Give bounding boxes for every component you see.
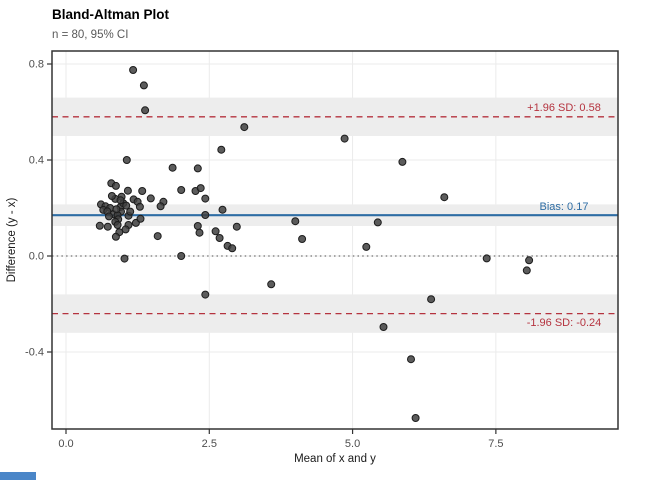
data-point: [126, 207, 135, 216]
data-point: [95, 221, 104, 230]
data-point: [116, 196, 125, 205]
y-axis-title: Difference (y - x): [6, 197, 18, 282]
chart-subtitle: n = 80, 95% CI: [52, 29, 128, 41]
data-point: [218, 205, 227, 214]
data-point: [427, 295, 436, 304]
data-point: [201, 211, 210, 219]
data-point: [291, 217, 300, 226]
data-point: [113, 221, 122, 229]
data-point: [196, 184, 205, 193]
upper-loa-band: [52, 97, 618, 136]
data-point: [217, 145, 226, 154]
data-point: [373, 218, 382, 227]
data-point: [201, 290, 210, 299]
x-axis-title: Mean of x and y: [294, 453, 376, 465]
axis-tick-labels: 0.0 2.5 5.0 7.5 0.8 0.4 0.0 -0.4: [25, 59, 503, 451]
y-tick-label: 0.0: [29, 251, 44, 263]
data-point: [153, 232, 162, 241]
reference-lines: [52, 116, 618, 315]
data-point: [193, 164, 202, 173]
lower-loa-label: -1.96 SD: -0.24: [527, 317, 602, 329]
data-point: [298, 235, 307, 243]
data-point: [228, 244, 237, 253]
data-point: [111, 181, 120, 190]
data-point: [177, 252, 186, 260]
data-point: [215, 234, 224, 242]
data-point: [105, 212, 113, 221]
data-point: [168, 163, 177, 172]
axis-ticks: [47, 63, 497, 434]
x-tick-label: 7.5: [488, 438, 503, 450]
lower-loa-band: [52, 294, 618, 333]
data-point: [138, 187, 147, 195]
data-point: [136, 214, 145, 223]
data-point: [522, 266, 531, 275]
data-point: [120, 254, 129, 263]
y-tick-label: 0.4: [29, 155, 44, 167]
data-point: [232, 222, 241, 231]
data-point: [146, 194, 155, 203]
data-point: [141, 106, 150, 115]
panel-border: [51, 50, 619, 430]
data-point: [211, 227, 220, 236]
data-point: [201, 194, 210, 203]
data-point: [379, 323, 388, 331]
data-point: [156, 202, 165, 211]
scatter-points: [95, 66, 534, 422]
x-tick-label: 5.0: [345, 438, 360, 450]
data-point: [129, 66, 138, 74]
data-point: [107, 192, 116, 200]
upper-loa-label: +1.96 SD: 0.58: [527, 102, 601, 114]
data-point: [112, 205, 121, 214]
data-point: [440, 193, 449, 202]
bias-label: Bias: 0.17: [540, 201, 589, 213]
data-point: [411, 414, 420, 422]
data-point: [111, 232, 120, 241]
data-point: [122, 201, 131, 210]
data-point: [340, 134, 349, 143]
y-tick-label: -0.4: [25, 347, 44, 359]
data-point: [193, 222, 202, 230]
data-point: [195, 228, 204, 237]
x-tick-label: 2.5: [202, 438, 217, 450]
data-point: [177, 186, 186, 194]
data-point: [482, 254, 491, 263]
data-point: [135, 202, 144, 211]
bottom-left-artifact: [0, 472, 36, 480]
data-point: [267, 280, 276, 289]
y-tick-label: 0.8: [29, 59, 44, 71]
data-point: [123, 186, 132, 195]
data-point: [103, 222, 112, 231]
data-point: [398, 157, 407, 166]
confidence-bands: [52, 97, 618, 333]
data-point: [240, 123, 249, 132]
data-point: [407, 355, 415, 364]
data-point: [139, 81, 148, 90]
data-point: [362, 242, 371, 251]
chart-title: Bland-Altman Plot: [52, 7, 170, 22]
data-point: [122, 156, 131, 164]
data-point: [525, 256, 534, 265]
x-tick-label: 0.0: [58, 438, 73, 450]
